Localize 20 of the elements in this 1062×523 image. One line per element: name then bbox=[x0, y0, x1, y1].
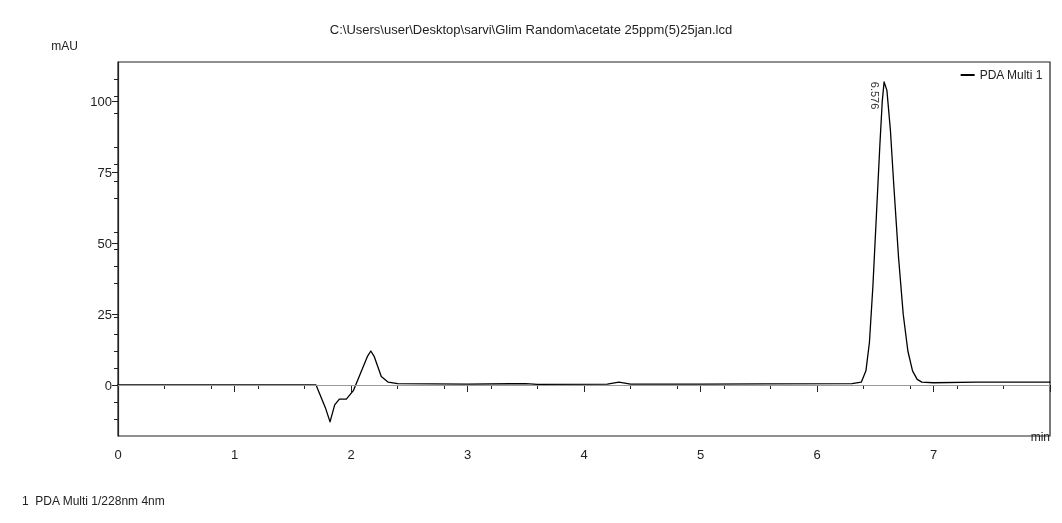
y-tick-label: 75 bbox=[97, 165, 112, 180]
x-tick-label: 7 bbox=[929, 447, 938, 462]
x-tick-label: 0 bbox=[114, 447, 122, 462]
y-tick-label: 25 bbox=[97, 306, 112, 322]
x-tick-label: 1 bbox=[230, 447, 239, 462]
chart-title: C:\Users\user\Desktop\sarvi\Glim Random\acetate 25ppm(5)25jan.lcd bbox=[329, 22, 733, 37]
legend-label: PDA Multi 1 bbox=[979, 68, 1043, 82]
y-tick-label: 0 bbox=[104, 377, 112, 393]
y-axis-title: mAU bbox=[51, 39, 78, 53]
text: 1 PDA Multi 1/228nm 4nm bbox=[22, 494, 165, 508]
x-tick-label: 5 bbox=[696, 447, 705, 462]
annotation: 6.576 bbox=[869, 81, 882, 110]
x-axis-title: min bbox=[1030, 430, 1050, 444]
x-tick-label: 3 bbox=[463, 447, 472, 462]
line-series bbox=[117, 81, 1051, 423]
y-tick-label: 100 bbox=[90, 94, 112, 110]
x-tick-label: 6 bbox=[813, 447, 821, 462]
x-tick-label: 4 bbox=[580, 447, 588, 462]
y-tick-label: 50 bbox=[97, 235, 112, 251]
x-tick-label: 2 bbox=[347, 447, 355, 462]
